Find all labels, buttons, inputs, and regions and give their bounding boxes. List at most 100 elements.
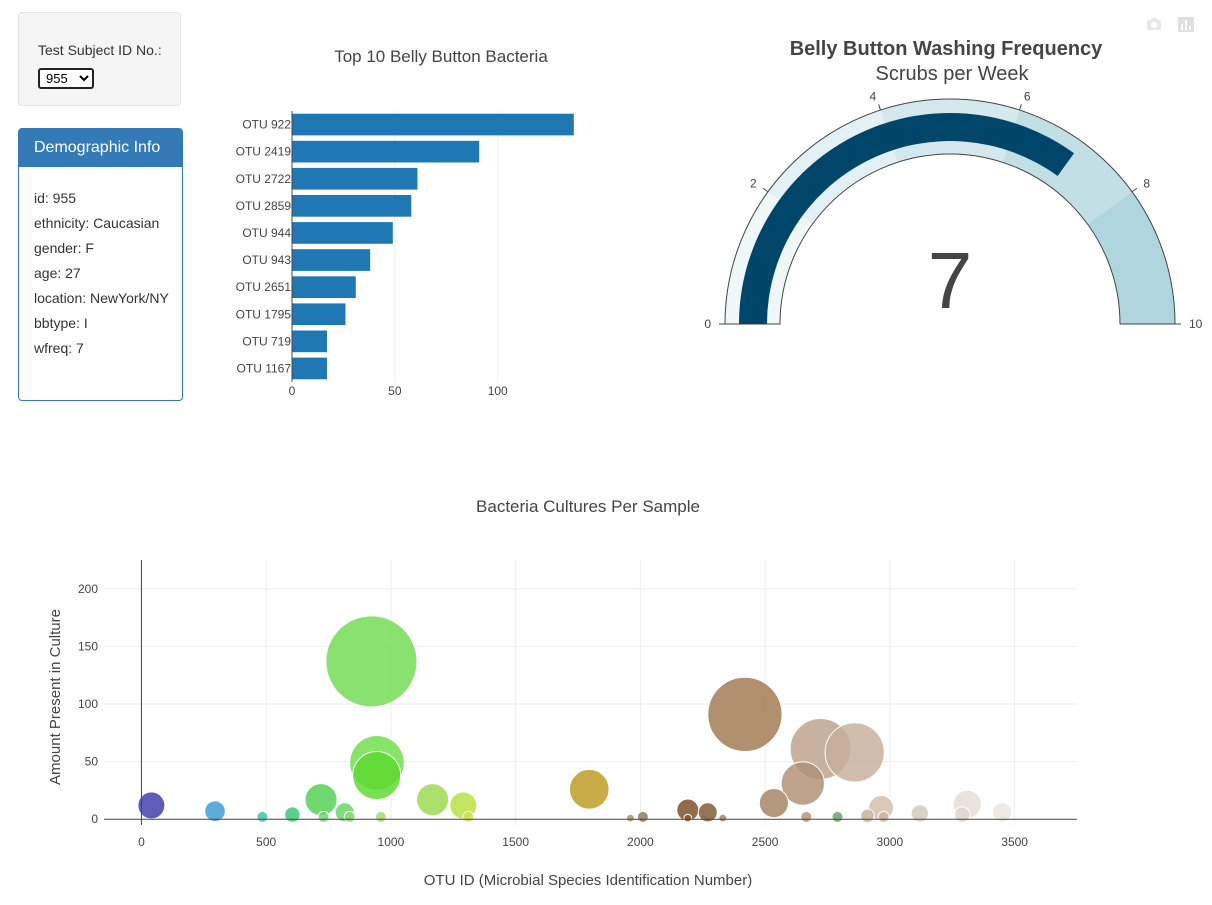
gauge-title: Belly Button Washing Frequency [790,38,1103,60]
bubble-chart-x-axis-label: OTU ID (Microbial Species Identification… [424,872,752,889]
bubble-chart-y-tick-label: 50 [85,755,99,769]
bubble-chart-gridlines [104,560,1077,825]
bar-chart-category-label: OTU 2651 [236,280,292,294]
bubble-chart-point [953,806,971,823]
bubble-chart-point [697,802,718,823]
bubble-chart-point [204,800,226,822]
bubble-chart-point [462,810,475,823]
bar-chart-bar [292,167,418,190]
bar-chart-x-tick-label: 50 [388,384,402,398]
bar-chart-bar [292,222,393,244]
gauge-tick-label: 2 [750,177,757,191]
bubble-chart-point [992,802,1013,823]
bubble-chart-x-tick-label: 500 [256,835,276,849]
meta-row-ethnicity: ethnicity: Caucasian [34,215,160,231]
gauge-tick [878,104,881,111]
bubble-chart-point [374,810,387,823]
bar-chart-category-label: OTU 943 [242,253,291,267]
demographic-panel: Demographic Info id: 955 ethnicity: Cauc… [18,128,183,401]
bubble-chart-point [683,813,693,823]
bubble-chart-point [910,804,930,823]
bar-chart-category-label: OTU 922 [242,118,291,132]
gauge-tick-label: 4 [869,90,876,104]
camera-icon[interactable] [1147,18,1161,30]
bubble-chart-y-tick-label: 100 [78,697,98,711]
gauge-tick-label: 10 [1189,317,1203,331]
bar-chart-tick-labels: 0 50 100 [289,384,508,398]
subject-selector-well: Test Subject ID No.: 955 [18,12,181,106]
demographic-panel-title: Demographic Info [19,129,182,167]
bar-chart-category-label: OTU 944 [242,226,291,240]
bubble-chart-point [707,676,783,753]
bubble-chart-point [284,806,301,823]
gauge-step-band [1087,191,1175,324]
bar-chart-title: Top 10 Belly Button Bacteria [334,47,548,66]
bar-chart-bar [292,113,574,136]
bubble-chart-x-tick-labels: 0 500 1000 1500 2000 2500 3000 3500 [138,835,1028,849]
bubble-chart-x-tick-label: 3500 [1001,835,1028,849]
meta-row-id: id: 955 [34,190,77,206]
bubble-chart-y-tick-labels: 0 50 100 150 200 [78,582,98,826]
bubble-chart-point [568,768,610,810]
bar-chart-category-label: OTU 719 [242,334,291,348]
bubble-chart-point [780,761,825,806]
bar-chart-icon[interactable] [1178,17,1194,32]
meta-row-bbtype: bbtype: I [34,315,88,331]
subject-selector-label: Test Subject ID No.: [38,42,162,58]
bubble-chart-point [325,615,418,708]
gauge-tick [1019,104,1022,111]
bar-chart-bar [292,330,327,353]
meta-row-wfreq: wfreq: 7 [34,340,84,356]
bubble-chart-point [352,750,402,800]
bubble-chart-point [304,783,338,817]
bubble-chart-point [877,810,890,823]
bubble-chart-y-tick-label: 200 [78,582,98,596]
bar-chart-category-label: OTU 1795 [236,307,292,321]
bubble-chart-point [343,810,356,823]
bubble-chart-y-tick-label: 150 [78,639,98,653]
bubble-chart-point [831,810,844,823]
bar-chart-bar [292,303,346,326]
bar-chart-bar [292,276,356,298]
bubble-chart-point [317,810,330,823]
bar-chart-x-tick-label: 100 [488,384,508,398]
bar-chart-category-label: OTU 2419 [236,145,292,159]
meta-row-age: age: 27 [34,265,81,281]
bubble-chart-point [626,813,635,823]
bubble-chart-point [636,810,649,823]
bubble-chart-x-tick-label: 1000 [378,835,405,849]
bubble-chart-y-axis-label: Amount Present in Culture [47,609,64,785]
bar-chart-category-labels: OTU 922 OTU 2419 OTU 2722 OTU 2859 OTU 944 OT… [236,118,292,376]
meta-row-location: location: NewYork/NY [34,290,169,306]
bubble-chart-point [758,788,789,819]
bubble-chart-x-tick-label: 2000 [627,835,654,849]
bubble-chart-point [860,808,875,824]
meta-row-gender: gender: F [34,240,94,256]
gauge-tick [1131,187,1138,193]
bubble-chart-x-tick-label: 1500 [502,835,529,849]
demographic-panel-body: id: 955 ethnicity: Caucasian gender: F a… [34,191,174,366]
gauge-tick [762,187,769,193]
bubble-chart-point [800,810,813,823]
bar-chart-category-label: OTU 2722 [236,172,292,186]
bubble-chart-y-tick-label: 0 [91,812,98,826]
gauge-value-number: 7 [928,236,973,325]
bar-chart-bar [292,195,412,217]
bubble-chart-point [137,791,166,820]
bar-chart-bar [292,140,480,163]
gauge-value-bar [739,113,1075,324]
bar-chart-category-label: OTU 2859 [236,199,292,213]
gauge-tick-label: 8 [1143,177,1150,191]
gauge-subtitle: Scrubs per Week [875,63,1029,85]
bubble-chart-title: Bacteria Cultures Per Sample [476,497,700,516]
gauge-tick-label: 6 [1024,90,1031,104]
bubble-chart-x-tick-label: 2500 [752,835,779,849]
gauge-chart: Belly Button Washing Frequency Scrubs pe… [704,38,1202,331]
bar-chart-bars [292,113,574,380]
gauge-ticks: 0 2 4 6 8 10 [704,90,1202,331]
bar-chart-bar [292,249,371,271]
subject-id-select[interactable]: 955 [38,68,94,89]
bubble-chart-point [416,783,450,817]
bubble-chart-x-tick-label: 3000 [877,835,904,849]
